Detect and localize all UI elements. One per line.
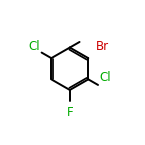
Text: Br: Br [96, 40, 109, 54]
Text: Cl: Cl [99, 71, 111, 84]
Text: Cl: Cl [28, 40, 40, 54]
Text: F: F [67, 106, 73, 119]
